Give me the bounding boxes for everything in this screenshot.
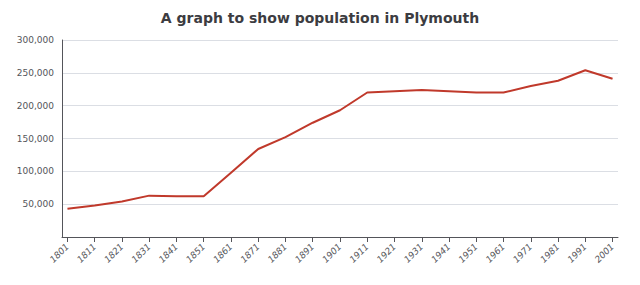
svg-text:1821: 1821 xyxy=(102,241,125,264)
svg-text:1861: 1861 xyxy=(211,241,234,264)
svg-text:1841: 1841 xyxy=(157,241,180,264)
svg-text:1991: 1991 xyxy=(566,241,589,264)
svg-text:1931: 1931 xyxy=(402,241,425,264)
svg-text:150,000: 150,000 xyxy=(17,134,54,144)
svg-text:1981: 1981 xyxy=(538,241,561,264)
svg-text:1801: 1801 xyxy=(48,241,71,264)
svg-text:1921: 1921 xyxy=(375,241,398,264)
svg-text:1891: 1891 xyxy=(293,241,316,264)
svg-text:1881: 1881 xyxy=(266,241,289,264)
svg-text:1811: 1811 xyxy=(75,241,98,264)
svg-text:1901: 1901 xyxy=(320,241,343,264)
svg-text:1871: 1871 xyxy=(239,241,262,264)
svg-text:1941: 1941 xyxy=(429,241,452,264)
svg-text:300,000: 300,000 xyxy=(17,35,54,45)
svg-text:2001: 2001 xyxy=(593,241,616,264)
svg-text:1961: 1961 xyxy=(484,241,507,264)
svg-text:50,000: 50,000 xyxy=(23,199,55,209)
svg-text:1851: 1851 xyxy=(184,241,207,264)
svg-text:1951: 1951 xyxy=(457,241,480,264)
svg-text:1831: 1831 xyxy=(130,241,153,264)
svg-text:100,000: 100,000 xyxy=(17,166,54,176)
svg-text:250,000: 250,000 xyxy=(17,68,54,78)
svg-text:A graph to show population in: A graph to show population in Plymouth xyxy=(161,10,479,26)
svg-text:200,000: 200,000 xyxy=(17,101,54,111)
svg-text:1971: 1971 xyxy=(511,241,534,264)
svg-text:1911: 1911 xyxy=(348,241,371,264)
